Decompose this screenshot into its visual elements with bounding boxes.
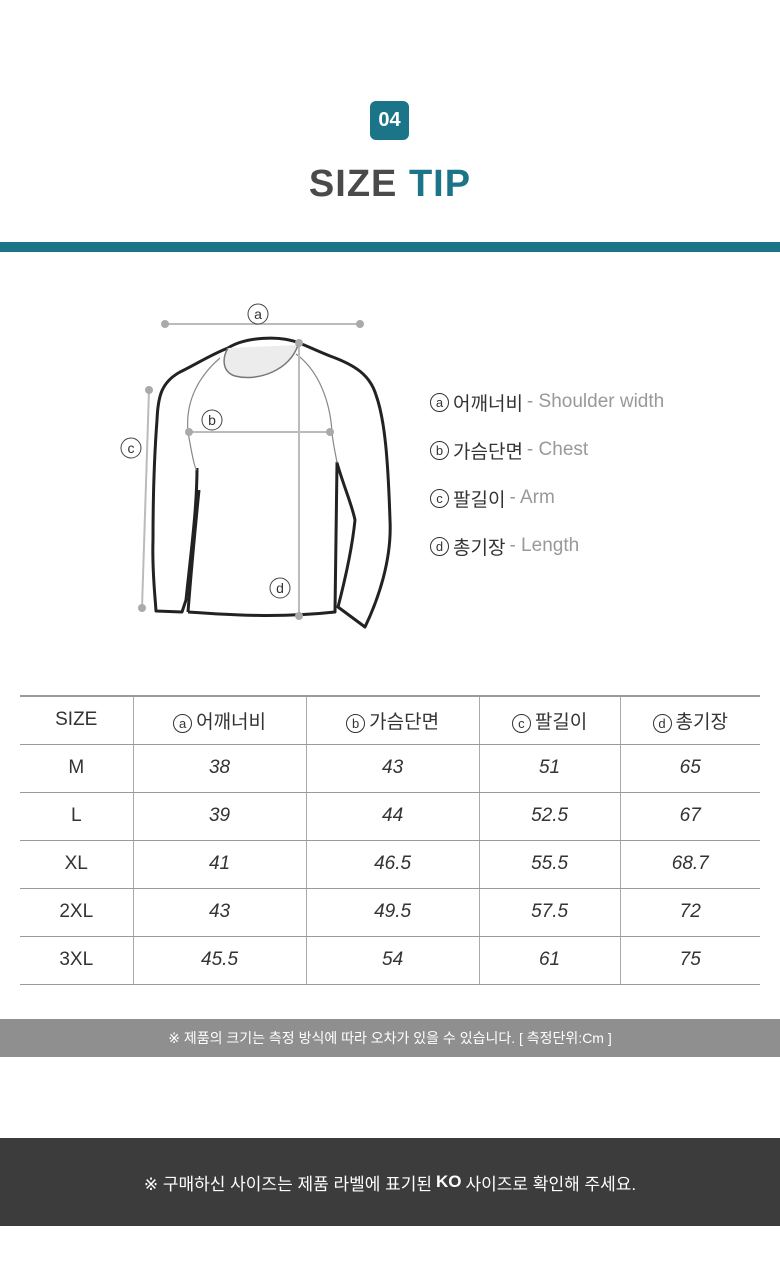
column-header: SIZE bbox=[20, 696, 133, 745]
table-cell: 55.5 bbox=[478, 840, 620, 889]
table-row: XL 41 46.5 55.5 68.7 bbox=[20, 840, 760, 889]
header-label: 총기장 bbox=[675, 711, 728, 733]
table-cell: 52.5 bbox=[478, 792, 620, 841]
page-title: SIZE TIP bbox=[0, 163, 780, 206]
column-header: c 팔길이 bbox=[478, 696, 620, 745]
legend-item: a 어깨너비 - Shoulder width bbox=[430, 378, 664, 426]
column-header: a 어깨너비 bbox=[132, 696, 307, 745]
size-label: L bbox=[20, 792, 133, 841]
table-cell: 43 bbox=[305, 744, 480, 793]
header-mark: c bbox=[511, 713, 531, 733]
diagram-label-d: d bbox=[276, 580, 284, 596]
diagram-label-c: c bbox=[128, 440, 135, 456]
table-row: L 39 44 52.5 67 bbox=[20, 792, 760, 841]
table-cell: 41 bbox=[132, 840, 307, 889]
table-cell: 57.5 bbox=[478, 888, 620, 937]
header-label: 가슴단면 bbox=[369, 711, 440, 733]
legend-item: c 팔길이 - Arm bbox=[430, 474, 664, 522]
table-cell: 65 bbox=[619, 744, 760, 793]
column-header: d 총기장 bbox=[619, 696, 760, 745]
diagram-label-b: b bbox=[208, 412, 216, 428]
table-cell: 68.7 bbox=[619, 840, 760, 889]
header-label: SIZE bbox=[55, 709, 98, 731]
table-cell: 51 bbox=[478, 744, 620, 793]
header-mark: a bbox=[173, 713, 193, 733]
table-cell: 67 bbox=[619, 792, 760, 841]
table-cell: 46.5 bbox=[305, 840, 480, 889]
size-label: 3XL bbox=[20, 936, 133, 985]
size-label: M bbox=[20, 744, 133, 793]
table-row: M 38 43 51 65 bbox=[20, 744, 760, 793]
section-number-badge: 04 bbox=[370, 101, 409, 140]
legend-item: b 가슴단면 - Chest bbox=[430, 426, 664, 474]
legend-item: d 총기장 - Length bbox=[430, 522, 664, 570]
table-cell: 61 bbox=[478, 936, 620, 985]
title-accent: TIP bbox=[408, 163, 472, 205]
header-mark: b bbox=[346, 713, 366, 733]
table-cell: 49.5 bbox=[305, 888, 480, 937]
header-label: 팔길이 bbox=[534, 711, 588, 733]
divider-bar bbox=[0, 242, 780, 252]
measurement-legend: a 어깨너비 - Shoulder width b 가슴단면 - Chest c 팔길이 -… bbox=[430, 378, 664, 570]
title-main: SIZE bbox=[308, 163, 398, 205]
table-cell: 38 bbox=[132, 744, 307, 793]
label-size-note: ※ 구매하신 사이즈는 제품 라벨에 표기된 KO 사이즈로 확인해 주세요. bbox=[0, 1138, 780, 1226]
table-cell: 54 bbox=[305, 936, 480, 985]
shirt-measurement-diagram: a b c d bbox=[120, 303, 392, 629]
size-label: 2XL bbox=[20, 888, 133, 937]
table-cell: 75 bbox=[619, 936, 760, 985]
header-label: 어깨너비 bbox=[196, 711, 266, 733]
header-mark: d bbox=[652, 713, 672, 733]
table-cell: 72 bbox=[619, 888, 760, 937]
size-table: SIZE a 어깨너비 b 가슴단면 c 팔길이 d 총기장 M 38 43 51 65 L 39 44 52.… bbox=[20, 695, 760, 985]
table-cell: 44 bbox=[305, 792, 480, 841]
measurement-note: ※ 제품의 크기는 측정 방식에 따라 오차가 있을 수 있습니다. [ 측정단… bbox=[0, 1019, 780, 1057]
diagram-label-a: a bbox=[254, 306, 262, 322]
table-cell: 43 bbox=[132, 888, 307, 937]
table-cell: 39 bbox=[132, 792, 307, 841]
table-cell: 45.5 bbox=[132, 936, 307, 985]
table-row: 3XL 45.5 54 61 75 bbox=[20, 936, 760, 985]
table-row: 2XL 43 49.5 57.5 72 bbox=[20, 888, 760, 937]
column-header: b 가슴단면 bbox=[305, 696, 480, 745]
size-label: XL bbox=[20, 840, 133, 889]
